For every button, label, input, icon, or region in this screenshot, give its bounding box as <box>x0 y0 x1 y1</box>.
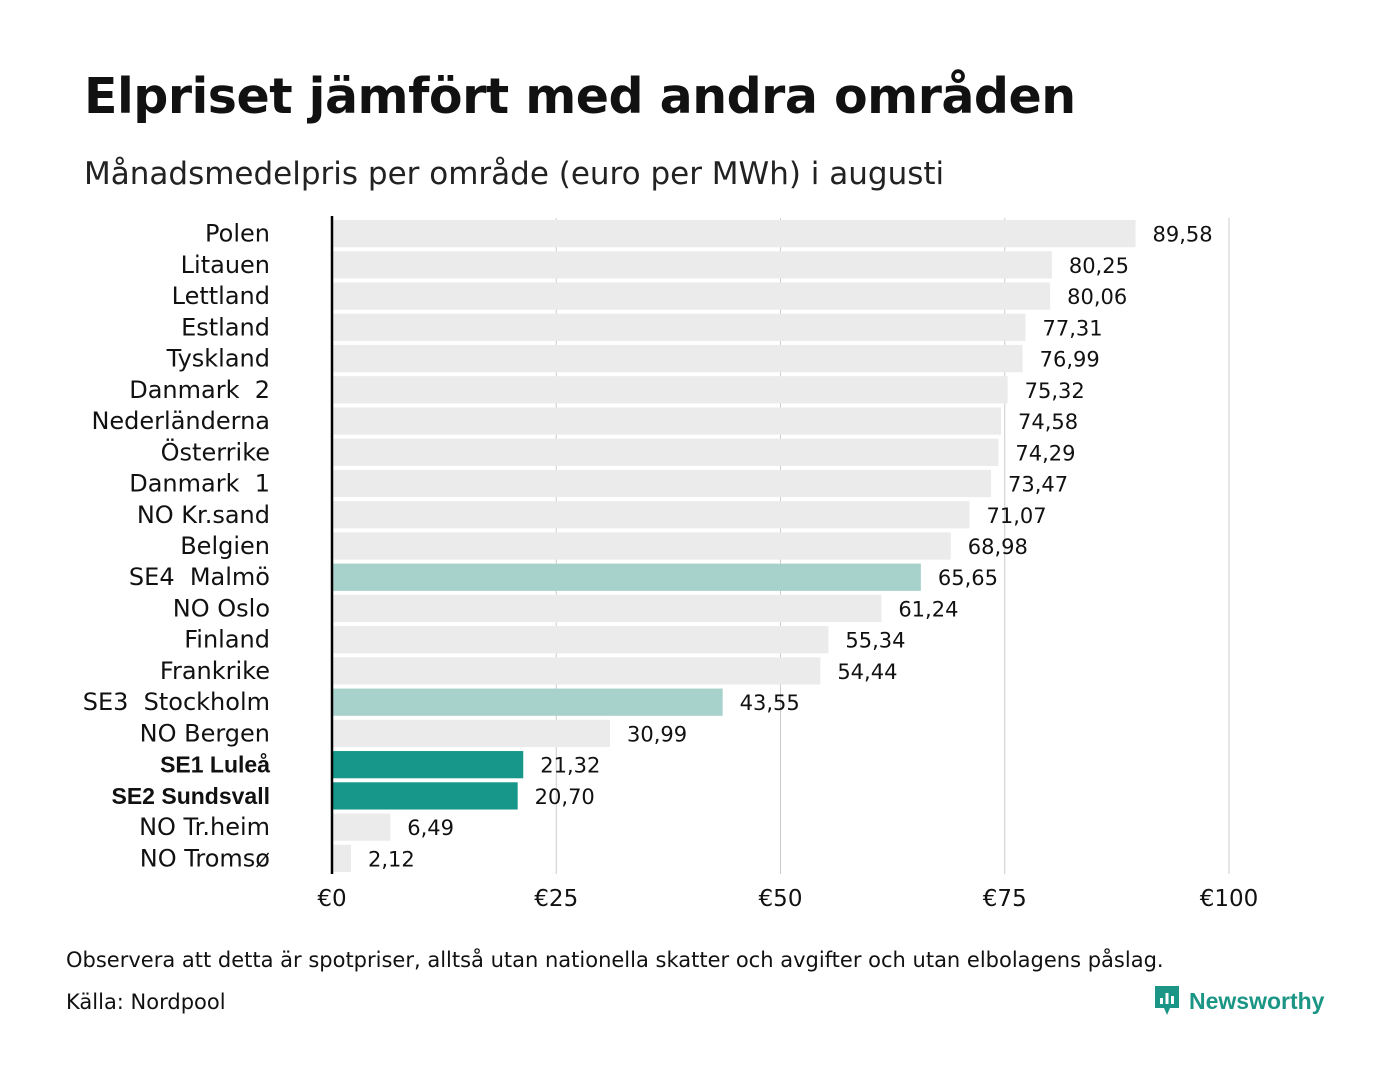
category-label: Danmark 1 <box>129 470 270 498</box>
category-label: Belgien <box>180 532 270 560</box>
bar <box>333 220 1136 248</box>
data-label: 68,98 <box>968 535 1028 559</box>
data-label: 6,49 <box>407 816 454 840</box>
data-label: 61,24 <box>898 597 958 621</box>
bar <box>333 438 999 466</box>
data-label: 74,58 <box>1018 410 1078 434</box>
bar <box>333 532 951 560</box>
category-label: NO Kr.sand <box>137 501 270 529</box>
data-label: 80,06 <box>1067 285 1127 309</box>
data-label: 74,29 <box>1015 441 1075 465</box>
bar <box>333 563 921 591</box>
category-label: Österrike <box>161 437 270 466</box>
category-label: Litauen <box>181 251 270 279</box>
category-label: Polen <box>205 220 270 248</box>
category-label: NO Tr.heim <box>139 813 270 841</box>
brand-logo: Newsworthy <box>1153 984 1324 1018</box>
data-label: 55,34 <box>845 629 905 653</box>
category-label: SE1 Luleå <box>160 752 270 778</box>
chart-title: Elpriset jämfört med andra områden <box>84 68 1076 125</box>
data-label: 43,55 <box>740 691 800 715</box>
bar <box>333 594 882 623</box>
x-tick-label: €50 <box>759 886 803 912</box>
x-tick-label: €25 <box>534 886 578 912</box>
bar <box>333 501 970 529</box>
newsworthy-logo-icon <box>1155 986 1179 1015</box>
footnote: Observera att detta är spotpriser, allts… <box>66 948 1164 972</box>
category-label: Nederländerna <box>91 407 270 435</box>
brand-name: Newsworthy <box>1189 987 1325 1014</box>
category-label: SE2 Sundsvall <box>111 783 270 809</box>
bar <box>333 751 524 779</box>
x-tick-label: €0 <box>317 886 346 912</box>
category-label: NO Oslo <box>173 594 270 622</box>
category-label: Finland <box>184 626 270 654</box>
data-label: 75,32 <box>1025 379 1085 403</box>
bar <box>333 626 829 654</box>
bar <box>333 407 1001 435</box>
source-label: Källa: Nordpool <box>66 990 226 1014</box>
data-label: 71,07 <box>986 504 1046 528</box>
bar <box>333 813 391 841</box>
category-label: Danmark 2 <box>129 376 270 404</box>
bar <box>333 782 518 810</box>
x-tick-label: €75 <box>983 886 1027 912</box>
category-label: SE4 Malmö <box>129 563 270 591</box>
category-label: Tyskland <box>166 345 270 373</box>
bar <box>333 469 992 498</box>
category-label: NO Bergen <box>140 719 270 747</box>
bar <box>333 719 610 748</box>
category-label: Lettland <box>172 282 270 310</box>
bar <box>333 688 723 716</box>
bar <box>333 844 352 872</box>
category-label: Estland <box>181 313 270 341</box>
chart-subtitle: Månadsmedelpris per område (euro per MWh… <box>84 156 945 192</box>
bar <box>333 313 1026 341</box>
data-label: 2,12 <box>368 847 415 871</box>
data-label: 73,47 <box>1008 473 1068 497</box>
bar <box>333 344 1023 373</box>
data-label: 30,99 <box>627 722 687 746</box>
bar <box>333 282 1051 310</box>
bar <box>333 376 1008 404</box>
data-label: 20,70 <box>535 785 595 809</box>
category-label: SE3 Stockholm <box>83 688 270 716</box>
data-label: 54,44 <box>837 660 897 684</box>
data-label: 21,32 <box>540 754 600 778</box>
x-tick-label: €100 <box>1200 886 1259 912</box>
data-label: 80,25 <box>1069 254 1129 278</box>
data-label: 65,65 <box>938 566 998 590</box>
data-label: 77,31 <box>1042 316 1102 340</box>
data-label: 76,99 <box>1040 348 1100 372</box>
category-label: NO Tromsø <box>140 844 270 872</box>
bar <box>333 657 821 685</box>
data-label: 89,58 <box>1153 223 1213 247</box>
category-label: Frankrike <box>160 657 270 685</box>
bar <box>333 251 1052 279</box>
